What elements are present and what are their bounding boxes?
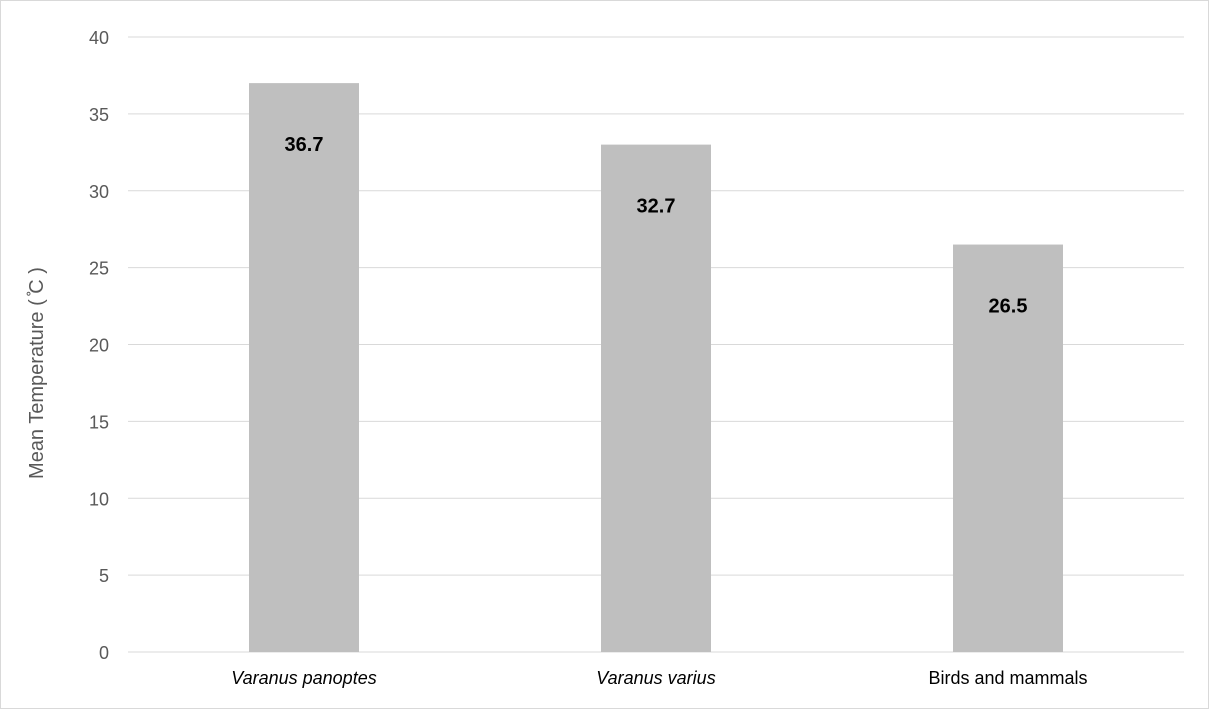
y-tick-label: 25: [89, 259, 109, 279]
x-axis-categories: Varanus panoptes Varanus varius Birds and …: [231, 668, 1087, 688]
data-label: 26.5: [989, 296, 1028, 318]
y-tick-label: 40: [89, 28, 109, 48]
x-category-label: Varanus panoptes: [231, 668, 376, 688]
y-tick-label: 0: [99, 643, 109, 663]
bar: [249, 83, 359, 652]
x-category-label: Birds and mammals: [928, 668, 1087, 688]
y-axis-ticks: 0 5 10 15 20 25 30 35 40: [89, 28, 109, 663]
bars: [249, 83, 1063, 652]
y-tick-label: 30: [89, 182, 109, 202]
y-tick-label: 35: [89, 105, 109, 125]
y-tick-label: 20: [89, 336, 109, 356]
y-axis-title: Mean Temperature ( ̊C ): [26, 267, 48, 479]
y-tick-label: 15: [89, 412, 109, 432]
bar: [953, 244, 1063, 652]
x-category-label: Varanus varius: [596, 668, 715, 688]
data-labels: 36.7 32.7 26.5: [285, 134, 1028, 317]
bar: [601, 144, 711, 652]
y-tick-label: 10: [89, 489, 109, 509]
data-label: 36.7: [285, 134, 324, 156]
y-tick-label: 5: [99, 566, 109, 586]
data-label: 32.7: [637, 196, 676, 218]
